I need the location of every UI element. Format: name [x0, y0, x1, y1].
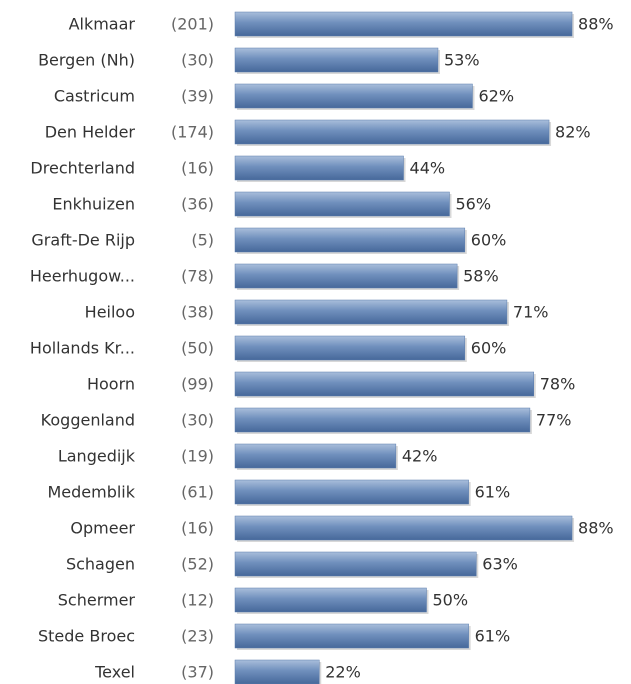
value-label: 61% [475, 483, 511, 502]
category-label: Stede Broec [38, 627, 135, 646]
value-label: 44% [410, 159, 446, 178]
value-label: 50% [433, 591, 469, 610]
bar [234, 551, 477, 577]
value-label: 71% [513, 303, 549, 322]
count-label: (39) [181, 87, 214, 106]
bar [234, 623, 469, 649]
bar [234, 587, 427, 613]
count-label: (78) [181, 267, 214, 286]
category-label: Heiloo [85, 303, 135, 322]
category-label: Graft-De Rijp [31, 231, 135, 250]
bar [234, 155, 404, 181]
value-label: 56% [455, 195, 491, 214]
category-label: Den Helder [45, 123, 136, 142]
count-label: (37) [181, 663, 214, 682]
value-label: 82% [555, 123, 591, 142]
count-label: (36) [181, 195, 214, 214]
category-label: Hoorn [87, 375, 135, 394]
category-label: Bergen (Nh) [38, 51, 135, 70]
bar [234, 11, 573, 37]
value-label: 60% [471, 231, 507, 250]
count-label: (19) [181, 447, 214, 466]
count-label: (52) [181, 555, 214, 574]
bar [234, 335, 466, 361]
category-label: Schagen [66, 555, 135, 574]
count-label: (12) [181, 591, 214, 610]
value-label: 58% [463, 267, 499, 286]
count-label: (201) [171, 15, 214, 34]
category-label: Langedijk [58, 447, 136, 466]
count-label: (174) [171, 123, 214, 142]
value-label: 77% [536, 411, 572, 430]
value-label: 62% [478, 87, 514, 106]
count-label: (30) [181, 51, 214, 70]
value-label: 78% [540, 375, 576, 394]
bar [234, 443, 397, 469]
count-label: (61) [181, 483, 214, 502]
category-label: Castricum [54, 87, 135, 106]
bar [234, 407, 531, 433]
category-label: Drechterland [30, 159, 135, 178]
count-label: (5) [191, 231, 214, 250]
value-label: 22% [325, 663, 361, 682]
value-label: 60% [471, 339, 507, 358]
bar [234, 659, 320, 684]
value-label: 61% [475, 627, 511, 646]
count-label: (30) [181, 411, 214, 430]
bar [234, 299, 508, 325]
category-label: Alkmaar [69, 15, 136, 34]
value-label: 63% [482, 555, 518, 574]
bar [234, 371, 534, 397]
category-label: Opmeer [70, 519, 135, 538]
count-label: (16) [181, 519, 214, 538]
category-label: Enkhuizen [52, 195, 135, 214]
value-label: 88% [578, 15, 614, 34]
bar [234, 227, 466, 253]
category-label: Heerhugow... [30, 267, 135, 286]
bar [234, 83, 473, 109]
count-label: (99) [181, 375, 214, 394]
category-label: Hollands Kr... [30, 339, 135, 358]
category-label: Schermer [58, 591, 136, 610]
bar [234, 479, 469, 505]
bar [234, 47, 439, 73]
value-label: 88% [578, 519, 614, 538]
count-label: (50) [181, 339, 214, 358]
bar [234, 119, 550, 145]
bar [234, 191, 450, 217]
category-label: Koggenland [41, 411, 135, 430]
bar [234, 263, 458, 289]
category-label: Texel [94, 663, 135, 682]
count-label: (16) [181, 159, 214, 178]
count-label: (38) [181, 303, 214, 322]
value-label: 53% [444, 51, 480, 70]
bar [234, 515, 573, 541]
category-label: Medemblik [47, 483, 135, 502]
value-label: 42% [402, 447, 438, 466]
count-label: (23) [181, 627, 214, 646]
